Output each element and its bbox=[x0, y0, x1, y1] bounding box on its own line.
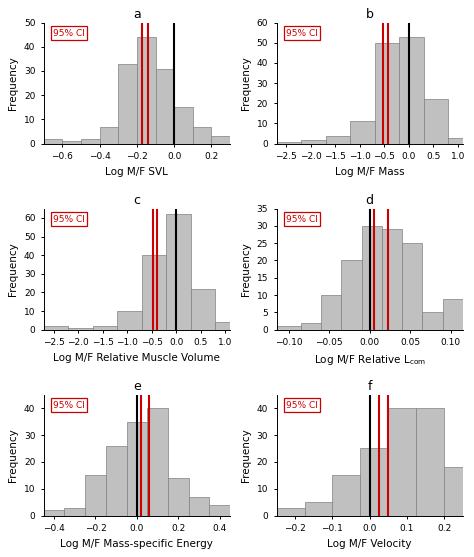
Bar bbox=[191, 289, 215, 330]
Bar bbox=[117, 311, 142, 330]
Bar bbox=[443, 299, 463, 330]
Title: b: b bbox=[366, 8, 374, 21]
X-axis label: Log M/F SVL: Log M/F SVL bbox=[105, 167, 168, 177]
Text: 95% CI: 95% CI bbox=[286, 400, 318, 410]
Bar bbox=[106, 446, 127, 516]
Bar bbox=[211, 136, 230, 144]
Bar bbox=[166, 214, 191, 330]
Text: 95% CI: 95% CI bbox=[286, 28, 318, 37]
Y-axis label: Frequency: Frequency bbox=[9, 56, 18, 110]
Text: 95% CI: 95% CI bbox=[286, 214, 318, 223]
Bar bbox=[341, 261, 362, 330]
Bar bbox=[276, 507, 304, 516]
Bar bbox=[444, 467, 472, 516]
Bar bbox=[137, 37, 155, 144]
Title: a: a bbox=[133, 8, 141, 21]
Bar bbox=[68, 328, 93, 330]
X-axis label: Log M/F Velocity: Log M/F Velocity bbox=[328, 539, 412, 549]
Y-axis label: Frequency: Frequency bbox=[241, 242, 251, 296]
Bar bbox=[332, 476, 360, 516]
Bar bbox=[276, 326, 301, 330]
Text: 95% CI: 95% CI bbox=[53, 214, 85, 223]
Y-axis label: Frequency: Frequency bbox=[241, 428, 251, 482]
Bar bbox=[193, 126, 211, 144]
Bar bbox=[374, 43, 399, 144]
Bar bbox=[350, 121, 374, 144]
Bar bbox=[422, 312, 443, 330]
Bar bbox=[424, 99, 448, 144]
X-axis label: Log M/F Relative Muscle Volume: Log M/F Relative Muscle Volume bbox=[54, 353, 220, 363]
Bar bbox=[382, 229, 402, 330]
Bar bbox=[168, 478, 189, 516]
Bar bbox=[448, 138, 473, 144]
Bar bbox=[63, 141, 81, 144]
X-axis label: Log M/F Mass-specific Energy: Log M/F Mass-specific Energy bbox=[61, 539, 213, 549]
Bar bbox=[147, 408, 168, 516]
Bar bbox=[388, 408, 416, 516]
Bar bbox=[362, 226, 382, 330]
Bar bbox=[416, 408, 444, 516]
Title: c: c bbox=[133, 194, 140, 207]
Bar bbox=[304, 502, 332, 516]
Bar bbox=[100, 126, 118, 144]
Bar bbox=[174, 108, 193, 144]
Bar bbox=[301, 140, 326, 144]
Bar bbox=[321, 295, 341, 330]
Bar bbox=[276, 141, 301, 144]
Bar bbox=[44, 326, 68, 330]
Title: f: f bbox=[367, 380, 372, 393]
Bar bbox=[81, 139, 100, 144]
Bar bbox=[85, 476, 106, 516]
Bar bbox=[64, 507, 85, 516]
Title: d: d bbox=[366, 194, 374, 207]
Bar bbox=[118, 63, 137, 144]
Text: 95% CI: 95% CI bbox=[53, 28, 85, 37]
Title: e: e bbox=[133, 380, 141, 393]
Bar bbox=[44, 139, 63, 144]
Text: 95% CI: 95% CI bbox=[53, 400, 85, 410]
Bar bbox=[399, 37, 424, 144]
Bar bbox=[142, 255, 166, 330]
Bar bbox=[215, 323, 240, 330]
Bar bbox=[326, 135, 350, 144]
Y-axis label: Frequency: Frequency bbox=[9, 242, 18, 296]
Bar bbox=[301, 323, 321, 330]
X-axis label: Log M/F Mass: Log M/F Mass bbox=[335, 167, 404, 177]
Bar bbox=[189, 497, 210, 516]
Y-axis label: Frequency: Frequency bbox=[9, 428, 18, 482]
Bar bbox=[127, 422, 147, 516]
Y-axis label: Frequency: Frequency bbox=[241, 56, 251, 110]
X-axis label: Log M/F Relative L$_{\rm com}$: Log M/F Relative L$_{\rm com}$ bbox=[314, 353, 426, 367]
Bar bbox=[44, 510, 64, 516]
Bar bbox=[210, 505, 230, 516]
Bar bbox=[155, 69, 174, 144]
Bar bbox=[93, 326, 117, 330]
Bar bbox=[402, 243, 422, 330]
Bar bbox=[360, 448, 388, 516]
